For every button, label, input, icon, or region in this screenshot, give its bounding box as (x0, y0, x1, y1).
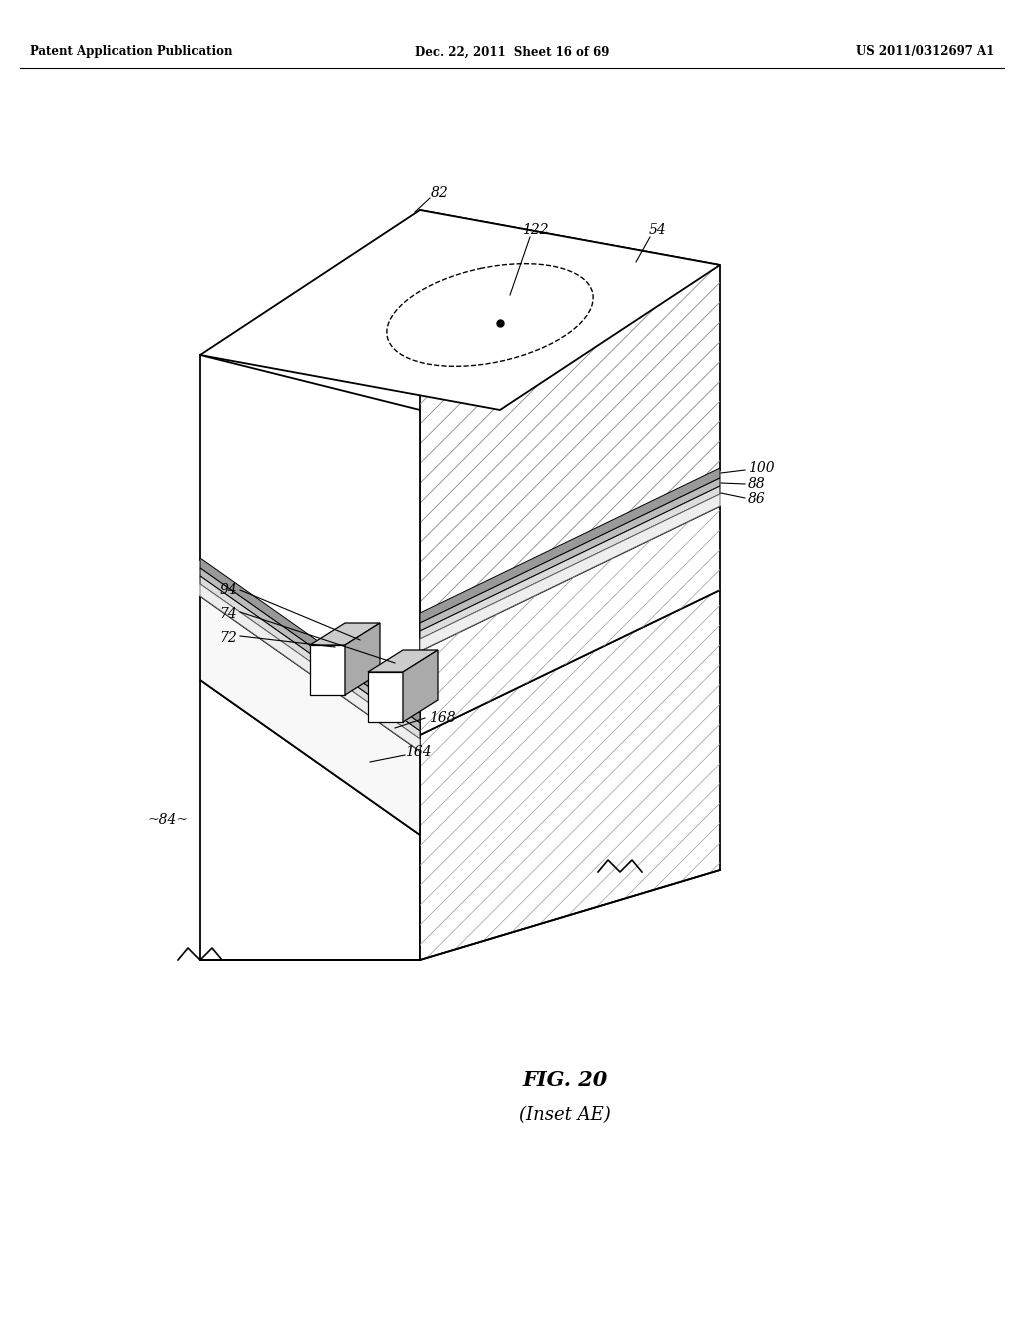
Text: 94: 94 (219, 583, 237, 597)
Polygon shape (200, 210, 720, 411)
Text: FIG. 20: FIG. 20 (522, 1071, 607, 1090)
Text: US 2011/0312697 A1: US 2011/0312697 A1 (856, 45, 994, 58)
Polygon shape (200, 355, 420, 715)
Text: 82: 82 (431, 186, 449, 201)
Text: (Inset AE): (Inset AE) (519, 1106, 611, 1125)
Polygon shape (200, 597, 420, 836)
Polygon shape (368, 672, 403, 722)
Polygon shape (420, 494, 720, 651)
Text: Patent Application Publication: Patent Application Publication (30, 45, 232, 58)
Polygon shape (345, 623, 380, 696)
Polygon shape (420, 210, 720, 615)
Polygon shape (200, 558, 420, 723)
Polygon shape (420, 506, 720, 735)
Polygon shape (200, 680, 420, 960)
Text: 164: 164 (404, 744, 431, 759)
Text: ~84~: ~84~ (147, 813, 188, 828)
Polygon shape (420, 478, 720, 631)
Polygon shape (310, 645, 345, 696)
Text: Dec. 22, 2011  Sheet 16 of 69: Dec. 22, 2011 Sheet 16 of 69 (415, 45, 609, 58)
Polygon shape (420, 590, 720, 960)
Text: 100: 100 (748, 461, 774, 475)
Text: 122: 122 (521, 223, 548, 238)
Polygon shape (420, 506, 720, 735)
Text: 86: 86 (748, 492, 766, 506)
Text: 168: 168 (429, 711, 456, 725)
Polygon shape (420, 486, 720, 639)
Polygon shape (200, 583, 420, 751)
Polygon shape (420, 469, 720, 623)
Polygon shape (420, 210, 720, 615)
Text: 88: 88 (748, 477, 766, 491)
Polygon shape (200, 576, 420, 739)
Polygon shape (310, 623, 380, 645)
Polygon shape (403, 649, 438, 722)
Polygon shape (200, 568, 420, 731)
Polygon shape (420, 590, 720, 960)
Polygon shape (368, 649, 438, 672)
Text: 74: 74 (219, 607, 237, 620)
Text: 72: 72 (219, 631, 237, 645)
Text: 54: 54 (649, 223, 667, 238)
